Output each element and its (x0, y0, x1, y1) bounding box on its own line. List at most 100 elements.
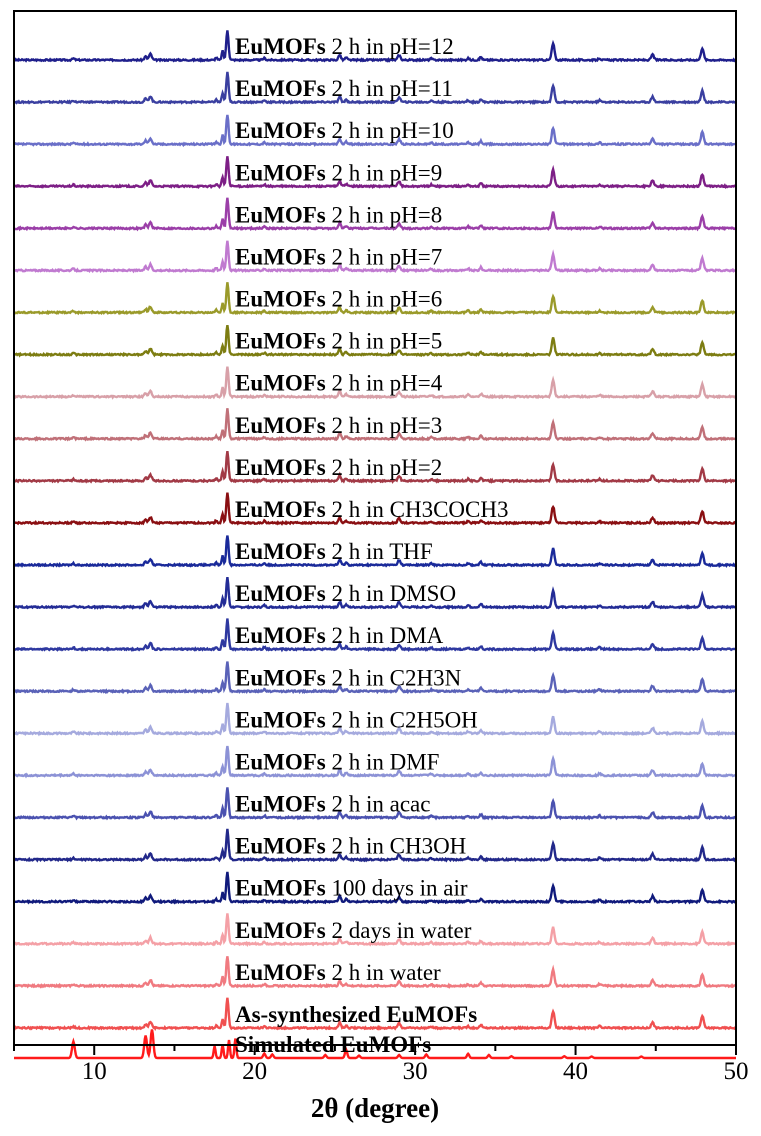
series-label: EuMOFs 100 days in air (235, 876, 468, 901)
series-line (13, 492, 736, 526)
series-label-rest: 2 days in water (326, 918, 472, 943)
series-label: EuMOFs 2 h in pH=10 (235, 118, 454, 143)
series-label: EuMOFs 2 h in DMA (235, 623, 444, 648)
series-label: EuMOFs 2 h in pH=7 (235, 244, 442, 269)
x-tick-label: 10 (82, 1058, 107, 1085)
series-line (13, 956, 737, 989)
series-label-rest: 2 h in pH=5 (326, 329, 442, 354)
series-line (13, 366, 737, 400)
series-line (14, 1029, 736, 1060)
series-line (13, 828, 737, 863)
series-label-bold: EuMOFs (235, 413, 326, 438)
pattern-traces (12, 30, 737, 1060)
series-label-rest: 2 h in pH=12 (326, 34, 454, 59)
series-line (13, 787, 737, 821)
series-label: EuMOFs 2 h in pH=6 (235, 287, 442, 312)
x-tick-label: 50 (724, 1058, 749, 1085)
series-label: EuMOFs 2 h in pH=4 (235, 371, 443, 396)
series-label-bold: EuMOFs (235, 918, 326, 943)
series-line (13, 702, 736, 737)
series-label: EuMOFs 2 h in DMSO (235, 581, 456, 606)
series-line (13, 576, 737, 611)
series-line (13, 408, 737, 442)
series-label-bold: EuMOFs (235, 329, 326, 354)
series-line (13, 450, 737, 484)
series-line (13, 661, 737, 695)
series-label-rest: 2 h in C2H5OH (326, 707, 478, 732)
series-label: EuMOFs 2 h in water (235, 960, 441, 985)
x-axis-label: 2θ (degree) (311, 1093, 439, 1123)
series-label-rest: 2 h in water (326, 960, 441, 985)
series-label: EuMOFs 2 days in water (235, 918, 472, 943)
series-line (13, 30, 737, 63)
series-label-rest: 2 h in pH=2 (326, 455, 442, 480)
series-label-bold: EuMOFs (235, 581, 326, 606)
series-label-bold: EuMOFs (235, 876, 326, 901)
series-line (13, 325, 737, 358)
series-label-bold: EuMOFs (235, 960, 326, 985)
series-label-rest: 2 h in C2H3N (326, 665, 462, 690)
series-label: EuMOFs 2 h in CH3OH (235, 834, 466, 859)
series-label: EuMOFs 2 h in acac (235, 792, 430, 817)
series-label-rest: 2 h in pH=8 (326, 202, 442, 227)
series-label-bold: EuMOFs (235, 371, 326, 396)
series-label: As-synthesized EuMOFs (235, 1002, 477, 1027)
series-label-bold: EuMOFs (235, 539, 326, 564)
series-line (13, 871, 737, 905)
series-label: EuMOFs 2 h in pH=11 (235, 76, 453, 101)
series-label-bold: EuMOFs (235, 623, 326, 648)
series-label: EuMOFs 2 h in CH3COCH3 (235, 497, 508, 522)
series-label: EuMOFs 2 h in pH=12 (235, 34, 454, 59)
series-label-bold: EuMOFs (235, 455, 326, 480)
series-label-bold: EuMOFs (235, 244, 326, 269)
series-label-bold: EuMOFs (235, 792, 326, 817)
series-line (14, 197, 737, 232)
series-label-bold: EuMOFs (235, 118, 326, 143)
series-label-rest: 2 h in pH=10 (326, 118, 454, 143)
series-label-rest: 2 h in pH=9 (326, 160, 442, 185)
series-label: EuMOFs 2 h in C2H3N (235, 665, 462, 690)
series-label: EuMOFs 2 h in pH=9 (235, 160, 442, 185)
series-line (13, 156, 737, 190)
x-tick-label: 40 (563, 1058, 588, 1085)
series-label-bold: EuMOFs (235, 834, 326, 859)
series-label: EuMOFs 2 h in THF (235, 539, 433, 564)
series-label-rest: 2 h in pH=3 (326, 413, 442, 438)
series-label: EuMOFs 2 h in pH=3 (235, 413, 442, 438)
series-line (13, 282, 737, 316)
series-line (13, 71, 737, 106)
series-label-rest: 2 h in DMF (326, 749, 440, 774)
series-label-rest: 2 h in pH=4 (326, 371, 443, 396)
series-label-bold: EuMOFs (235, 665, 326, 690)
series-label: EuMOFs 2 h in DMF (235, 749, 439, 774)
series-label-rest: 2 h in acac (326, 792, 431, 817)
series-label-rest: 2 h in THF (326, 539, 433, 564)
series-label-rest: 2 h in DMA (326, 623, 444, 648)
series-label-bold: EuMOFs (235, 76, 326, 101)
series-line (13, 114, 737, 148)
series-label-bold: EuMOFs (235, 497, 326, 522)
series-label-bold: EuMOFs (235, 34, 326, 59)
series-line (13, 618, 737, 653)
series-label: EuMOFs 2 h in pH=8 (235, 202, 442, 227)
series-label-bold: EuMOFs (235, 202, 326, 227)
series-label-bold: As-synthesized EuMOFs (235, 1002, 477, 1027)
plot-frame (13, 10, 737, 1046)
series-label-rest: 2 h in CH3OH (326, 834, 467, 859)
x-tick-label: 30 (403, 1058, 428, 1085)
series-label: EuMOFs 2 h in C2H5OH (235, 707, 478, 732)
series-label-rest: 2 h in pH=6 (326, 287, 442, 312)
x-axis-ticks: 10 20 30 40 50 (13, 1045, 749, 1085)
series-line (13, 535, 737, 569)
series-line (13, 745, 737, 779)
series-label-bold: EuMOFs (235, 749, 326, 774)
series-label-bold: EuMOFs (235, 287, 326, 312)
series-line (12, 997, 737, 1031)
series-label-bold: EuMOFs (235, 707, 326, 732)
series-line (13, 240, 737, 274)
series-label-rest: 100 days in air (326, 876, 468, 901)
series-line (13, 913, 737, 947)
series-label-rest: 2 h in pH=11 (326, 76, 453, 101)
